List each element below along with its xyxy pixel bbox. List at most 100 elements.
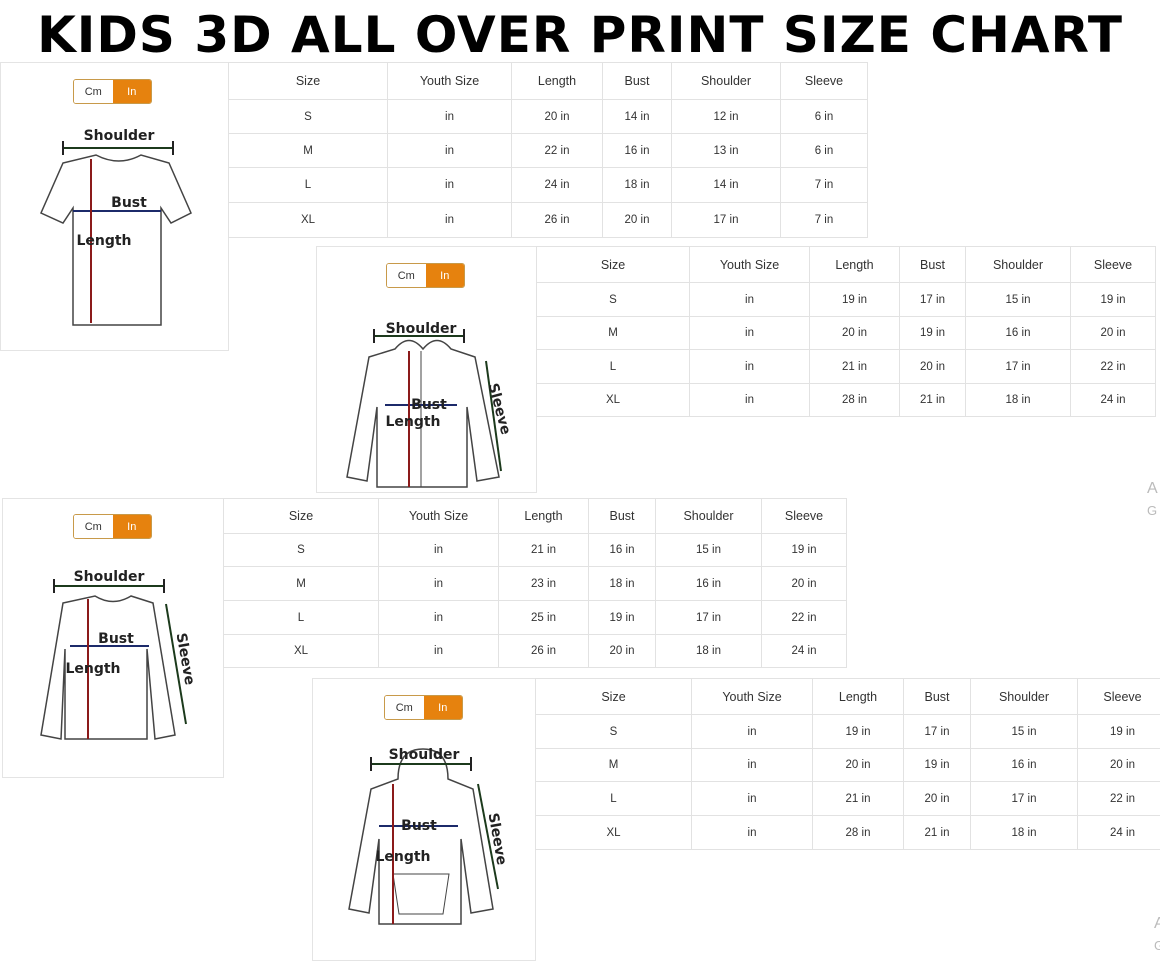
table-header-cell: Youth Size bbox=[388, 62, 512, 100]
table-cell: 26 in bbox=[512, 203, 603, 238]
table-cell: 18 in bbox=[589, 567, 656, 601]
table-cell: 6 in bbox=[781, 134, 868, 168]
shoulder-label: Shoulder bbox=[386, 321, 457, 337]
table-header-cell: Bust bbox=[904, 678, 971, 715]
table-header-cell: Size bbox=[536, 246, 690, 283]
table-cell: 19 in bbox=[1078, 715, 1160, 749]
table-cell: 26 in bbox=[499, 635, 589, 668]
longsleeve-drawing: Shoulder Bust Length Sleeve bbox=[40, 569, 197, 740]
table-cell: 19 in bbox=[813, 715, 904, 749]
table-cell: 19 in bbox=[810, 283, 900, 317]
unit-toggle[interactable]: Cm In bbox=[386, 263, 465, 288]
unit-option[interactable]: Cm bbox=[74, 515, 113, 538]
table-cell: 23 in bbox=[499, 567, 589, 601]
table-cell: XL bbox=[536, 384, 690, 417]
table-cell: in bbox=[379, 534, 499, 567]
table-cell: 24 in bbox=[512, 168, 603, 203]
table-cell: S bbox=[228, 100, 388, 134]
table-cell: 21 in bbox=[904, 816, 971, 850]
table-cell: 16 in bbox=[589, 534, 656, 567]
table-cell: M bbox=[536, 317, 690, 350]
table-header-cell: Sleeve bbox=[1078, 678, 1160, 715]
watermark: A bbox=[1147, 480, 1158, 497]
bust-label: Bust bbox=[411, 397, 447, 413]
table-cell: L bbox=[535, 782, 692, 816]
table-cell: 22 in bbox=[1071, 350, 1156, 384]
table-cell: 14 in bbox=[603, 100, 672, 134]
table-cell: in bbox=[379, 567, 499, 601]
unit-toggle[interactable]: Cm In bbox=[73, 79, 152, 104]
unit-option[interactable]: In bbox=[425, 264, 464, 287]
shoulder-label: Shoulder bbox=[84, 128, 155, 144]
table-header-cell: Shoulder bbox=[971, 678, 1078, 715]
table-header-cell: Youth Size bbox=[690, 246, 810, 283]
table-cell: M bbox=[228, 134, 388, 168]
table-cell: M bbox=[535, 749, 692, 782]
table-cell: in bbox=[388, 168, 512, 203]
table-cell: XL bbox=[535, 816, 692, 850]
table-cell: in bbox=[388, 203, 512, 238]
length-label: Length bbox=[76, 233, 131, 249]
table-cell: XL bbox=[223, 635, 379, 668]
table-cell: XL bbox=[228, 203, 388, 238]
unit-option[interactable]: In bbox=[423, 696, 462, 719]
unit-toggle[interactable]: Cm In bbox=[73, 514, 152, 539]
shoulder-label: Shoulder bbox=[389, 747, 460, 763]
table-cell: L bbox=[536, 350, 690, 384]
table-cell: in bbox=[692, 749, 813, 782]
watermark: A bbox=[1154, 915, 1160, 932]
shoulder-label: Shoulder bbox=[74, 569, 145, 585]
table-header-cell: Size bbox=[223, 498, 379, 534]
unit-option[interactable]: In bbox=[112, 515, 151, 538]
table-cell: 22 in bbox=[512, 134, 603, 168]
unit-option[interactable]: Cm bbox=[74, 80, 113, 103]
table-cell: 7 in bbox=[781, 203, 868, 238]
table-header-cell: Shoulder bbox=[966, 246, 1071, 283]
bust-label: Bust bbox=[401, 818, 437, 834]
hoodie-image: Shoulder Bust Length Sleeve bbox=[312, 678, 536, 961]
table-header-cell: Bust bbox=[900, 246, 966, 283]
table-cell: L bbox=[223, 601, 379, 635]
table-cell: in bbox=[692, 782, 813, 816]
length-label: Length bbox=[375, 849, 430, 865]
unit-option[interactable]: Cm bbox=[387, 264, 426, 287]
table-cell: 18 in bbox=[971, 816, 1078, 850]
table-cell: in bbox=[388, 134, 512, 168]
table-header-cell: Size bbox=[535, 678, 692, 715]
table-cell: 28 in bbox=[810, 384, 900, 417]
table-cell: 7 in bbox=[781, 168, 868, 203]
table-cell: 19 in bbox=[1071, 283, 1156, 317]
unit-toggle[interactable]: Cm In bbox=[384, 695, 463, 720]
table-cell: 24 in bbox=[762, 635, 847, 668]
table-cell: S bbox=[536, 283, 690, 317]
table-cell: in bbox=[388, 100, 512, 134]
tshirt-drawing: Shoulder Bust Length bbox=[40, 128, 192, 326]
table-header-cell: Youth Size bbox=[692, 678, 813, 715]
table-cell: in bbox=[379, 601, 499, 635]
table-cell: 20 in bbox=[512, 100, 603, 134]
table-cell: S bbox=[223, 534, 379, 567]
table-cell: 12 in bbox=[672, 100, 781, 134]
unit-option[interactable]: In bbox=[112, 80, 151, 103]
table-cell: 15 in bbox=[971, 715, 1078, 749]
table-cell: 20 in bbox=[813, 749, 904, 782]
longsleeve-image: Shoulder Bust Length Sleeve bbox=[2, 498, 224, 778]
table-cell: 19 in bbox=[900, 317, 966, 350]
title: KIDS 3D ALL OVER PRINT SIZE CHART bbox=[37, 6, 1123, 64]
table-cell: 20 in bbox=[900, 350, 966, 384]
table-cell: 21 in bbox=[499, 534, 589, 567]
table-cell: M bbox=[223, 567, 379, 601]
table-header-cell: Sleeve bbox=[781, 62, 868, 100]
table-cell: 15 in bbox=[656, 534, 762, 567]
table-cell: 24 in bbox=[1071, 384, 1156, 417]
table-cell: S bbox=[535, 715, 692, 749]
table-cell: 25 in bbox=[499, 601, 589, 635]
table-cell: 22 in bbox=[1078, 782, 1160, 816]
table-cell: 18 in bbox=[966, 384, 1071, 417]
table-cell: 22 in bbox=[762, 601, 847, 635]
table-header-cell: Shoulder bbox=[656, 498, 762, 534]
table-cell: 17 in bbox=[656, 601, 762, 635]
table-cell: 16 in bbox=[603, 134, 672, 168]
table-cell: 20 in bbox=[589, 635, 656, 668]
unit-option[interactable]: Cm bbox=[385, 696, 424, 719]
